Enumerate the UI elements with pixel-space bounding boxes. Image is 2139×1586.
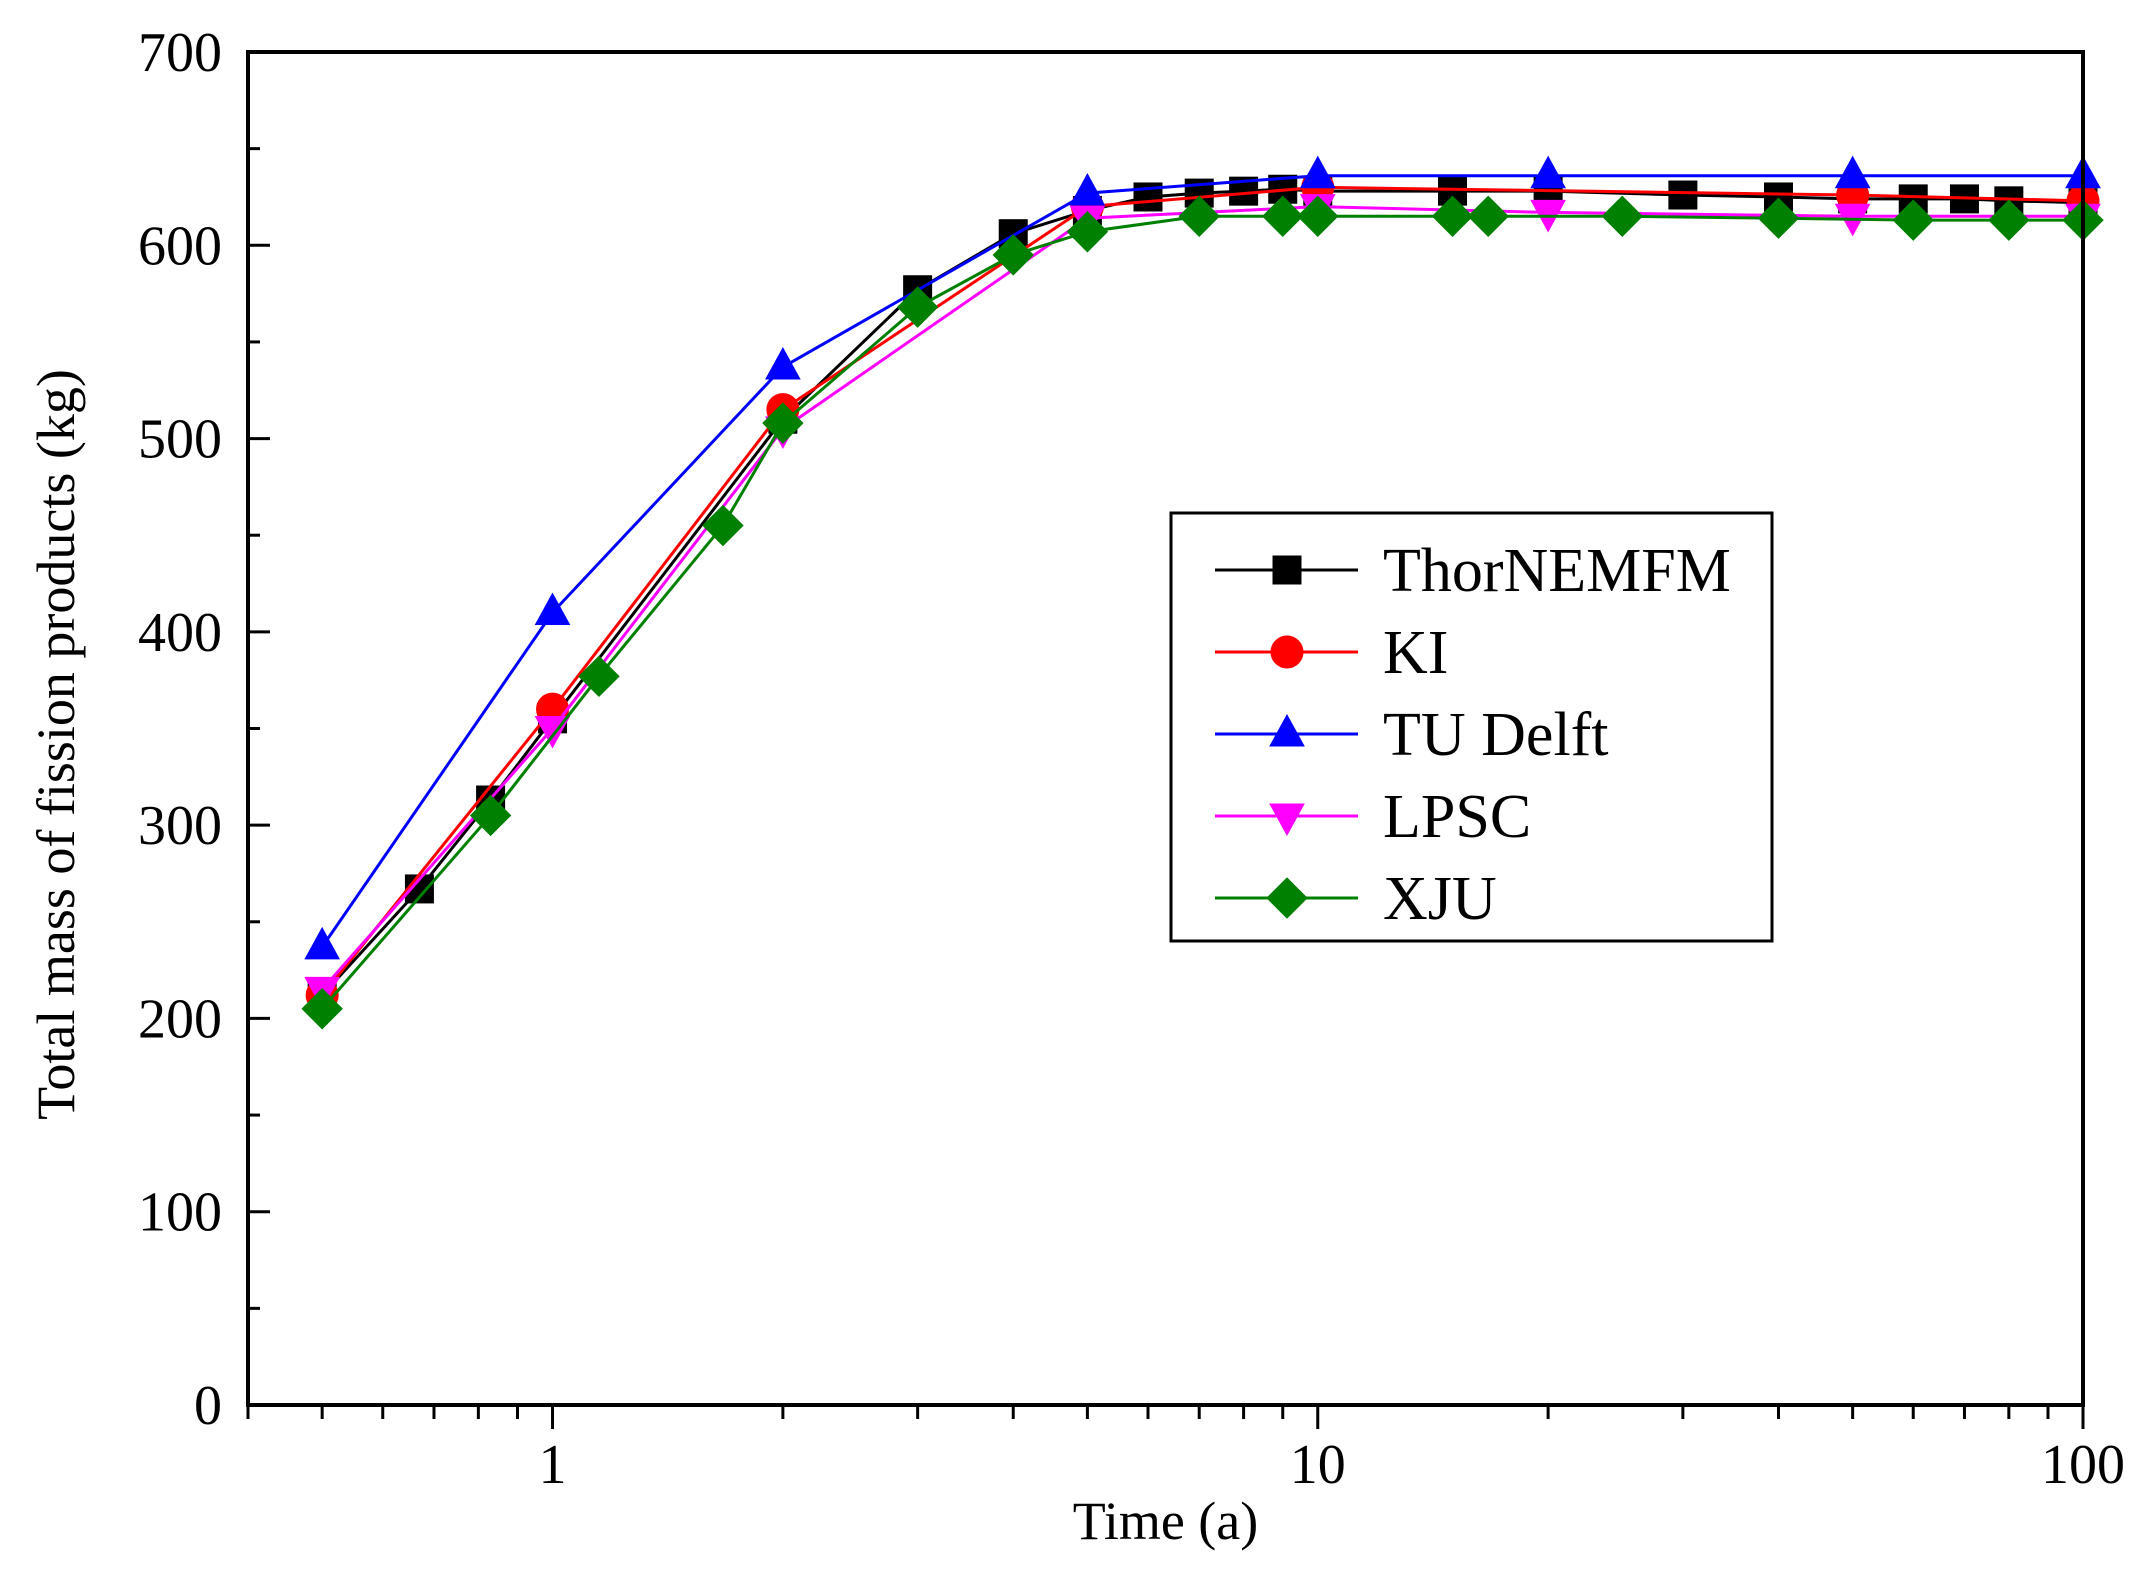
x-tick-label: 10	[1290, 1434, 1346, 1496]
legend-label: KI	[1383, 619, 1448, 687]
y-tick-label: 200	[138, 988, 222, 1050]
legend-marker	[1270, 635, 1304, 669]
legend-item-ki: KI	[1215, 619, 1448, 687]
legend-marker	[1266, 877, 1308, 919]
data-point-tu-delft	[1069, 173, 1106, 206]
data-point-xju	[1066, 211, 1109, 253]
y-tick-label: 600	[138, 215, 222, 277]
data-point-xju	[702, 504, 744, 547]
y-tick-label: 100	[138, 1182, 222, 1244]
data-point-xju	[992, 234, 1034, 276]
legend-marker	[1269, 713, 1305, 747]
legend-label: TU Delft	[1383, 701, 1609, 769]
x-axis-title: Time (a)	[1073, 1491, 1259, 1551]
legend-marker	[1272, 555, 1302, 585]
data-point-xju	[1431, 195, 1474, 237]
series-line-tu-delft	[320, 174, 2083, 948]
plot-frame	[246, 50, 2085, 1407]
data-point-xju	[1601, 195, 1643, 237]
data-point-xju	[301, 988, 343, 1030]
tick-labels: 0 100 200 300 400 500 600 700 1 10 100	[138, 22, 2125, 1496]
series-xju	[301, 195, 2104, 1030]
data-point-xju	[1178, 195, 1220, 237]
y-axis-title: Total mass of fission products (kg)	[26, 369, 86, 1120]
x-tick-label: 100	[2041, 1434, 2125, 1496]
data-point-tu-delft	[765, 347, 801, 380]
y-tick-label: 700	[138, 22, 222, 84]
y-tick-label: 300	[138, 795, 222, 857]
data-point-xju	[1988, 199, 2030, 241]
data-point-xju	[1892, 199, 1934, 241]
legend-marker	[1269, 803, 1305, 837]
legend: ThorNEMFM KI TU Delft LPSC XJU	[1169, 511, 1774, 943]
data-point-xju	[1467, 195, 1509, 237]
x-tick-label: 1	[539, 1434, 567, 1496]
legend-item-xju: XJU	[1215, 865, 1497, 933]
data-point-xju	[469, 794, 512, 837]
legend-label: LPSC	[1383, 783, 1531, 851]
data-point-xju	[1262, 195, 1304, 237]
series-line-thornemfm	[321, 187, 2084, 997]
data-point-xju	[1757, 197, 1800, 239]
legend-box	[1169, 511, 1774, 943]
legend-label: XJU	[1383, 865, 1497, 933]
data-point-xju	[762, 402, 804, 444]
axis-ticks	[246, 50, 2085, 1429]
legend-item-lpsc: LPSC	[1215, 783, 1531, 851]
data-point-tu-delft	[1834, 155, 1871, 189]
data-point-tu-delft	[534, 592, 571, 626]
data-point-tu-delft	[1299, 155, 1336, 189]
y-tick-label: 0	[194, 1375, 222, 1437]
legend-label: ThorNEMFM	[1383, 537, 1731, 605]
data-point-thornemfm	[1668, 180, 1698, 210]
legend-item-thornemfm: ThorNEMFM	[1215, 537, 1731, 605]
data-point-xju	[578, 655, 620, 698]
data-point-xju	[1297, 195, 1339, 237]
y-tick-label: 400	[138, 602, 222, 664]
data-point-tu-delft	[1530, 155, 1566, 189]
legend-item-tu-delft: TU Delft	[1215, 701, 1609, 769]
data-point-xju	[896, 286, 939, 328]
data-point-tu-delft	[304, 926, 341, 960]
series-line-xju	[321, 214, 2083, 1010]
y-tick-label: 500	[138, 409, 222, 471]
